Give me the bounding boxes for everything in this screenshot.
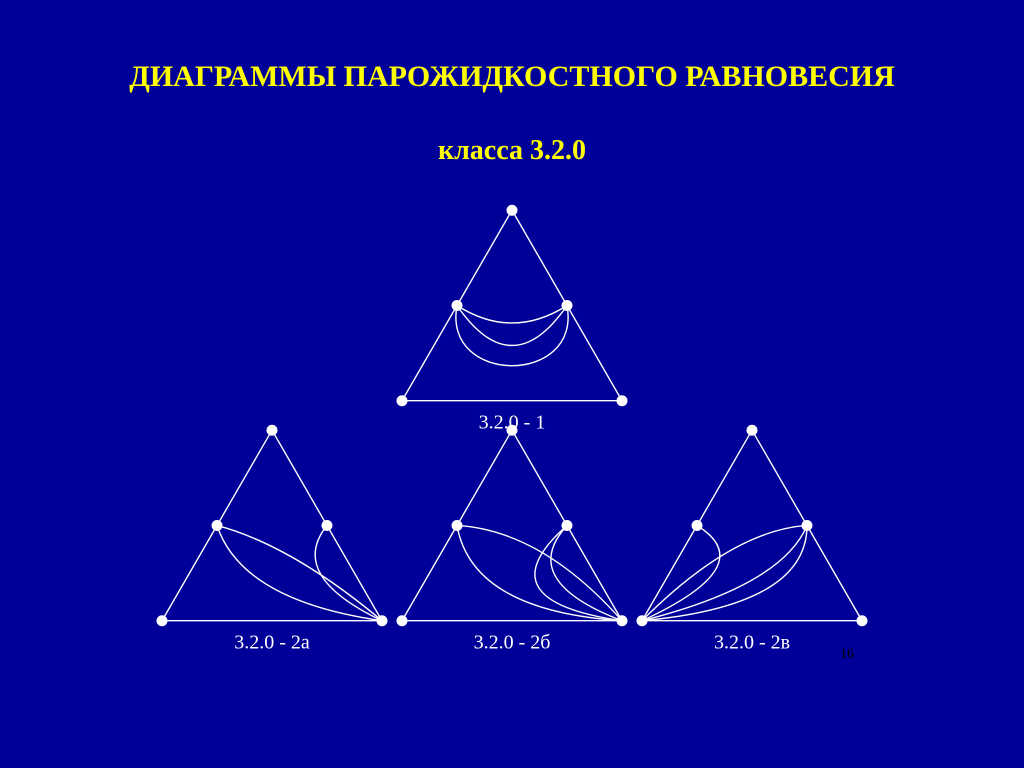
- vertex-node: [857, 616, 867, 626]
- distillation-curve: [217, 525, 382, 620]
- diagram-label: 3.2.0 - 2а: [234, 632, 310, 654]
- vertex-node: [397, 616, 407, 626]
- distillation-curve: [457, 305, 567, 345]
- vertex-node: [157, 616, 167, 626]
- azeotrope-node: [562, 300, 572, 310]
- vertex-node: [617, 396, 627, 406]
- distillation-curve: [457, 525, 622, 620]
- azeotrope-node: [452, 300, 462, 310]
- distillation-curve: [642, 525, 807, 620]
- vertex-node: [637, 616, 647, 626]
- azeotrope-node: [212, 520, 222, 530]
- vertex-node: [747, 425, 757, 435]
- vertex-node: [617, 616, 627, 626]
- vertex-node: [267, 425, 277, 435]
- distillation-curve: [551, 525, 622, 620]
- diagram-label: 3.2.0 - 2б: [474, 632, 551, 654]
- triangle-outline: [402, 210, 622, 401]
- vertex-node: [397, 396, 407, 406]
- azeotrope-node: [452, 520, 462, 530]
- azeotrope-node: [562, 520, 572, 530]
- slide-title: ДИАГРАММЫ ПАРОЖИДКОСТНОГО РАВНОВЕСИЯ: [0, 60, 1024, 94]
- distillation-curve: [217, 525, 382, 620]
- page-number: 16: [840, 647, 854, 663]
- vertex-node: [507, 205, 517, 215]
- vertex-node: [377, 616, 387, 626]
- distillation-curve: [457, 305, 567, 323]
- diagram-label: 3.2.0 - 2в: [714, 632, 790, 654]
- distillation-curve: [315, 525, 382, 620]
- azeotrope-node: [802, 520, 812, 530]
- triangle-outline: [402, 430, 622, 621]
- diagram-canvas: 3.2.0 - 13.2.0 - 2а3.2.0 - 2б3.2.0 - 2в: [0, 195, 1024, 665]
- azeotrope-node: [322, 520, 332, 530]
- vertex-node: [507, 425, 517, 435]
- slide-subtitle: класса 3.2.0: [0, 135, 1024, 167]
- azeotrope-node: [692, 520, 702, 530]
- distillation-curve: [642, 525, 720, 620]
- triangle-outline: [162, 430, 382, 621]
- triangle-outline: [642, 430, 862, 621]
